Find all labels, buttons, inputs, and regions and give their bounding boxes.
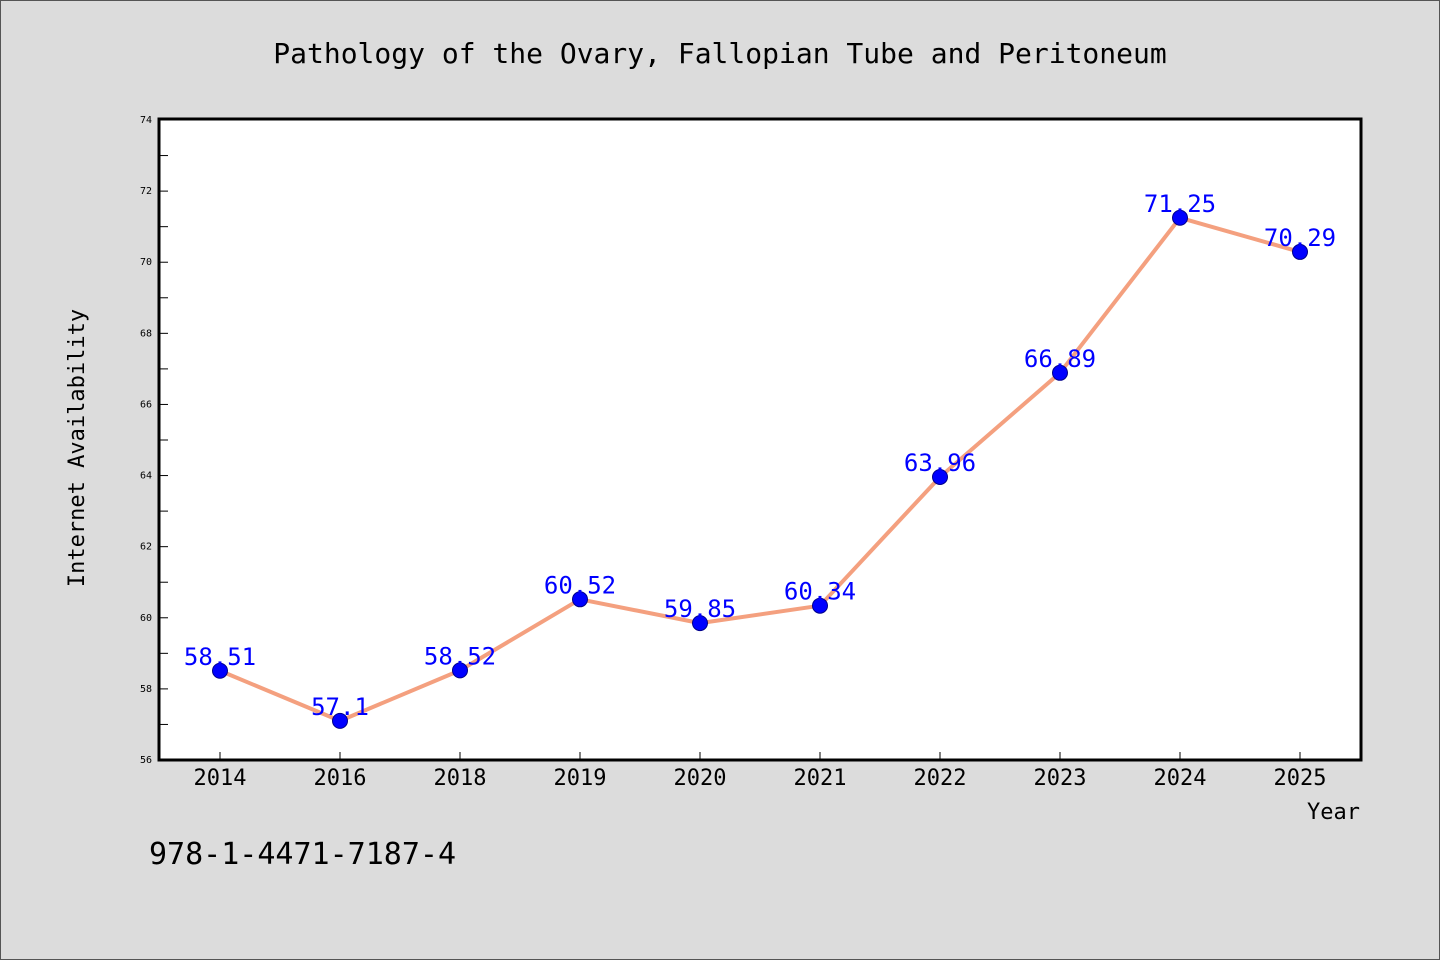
x-tick-label: 2025: [1274, 766, 1327, 791]
x-tick-label: 2021: [794, 766, 847, 791]
data-point: [812, 597, 828, 614]
x-tick-label: 2018: [434, 766, 487, 791]
x-axis-label: Year: [1307, 800, 1360, 825]
y-tick-label: 58: [140, 684, 152, 695]
x-tick-label: 2014: [194, 766, 247, 791]
data-point: [452, 662, 468, 679]
data-label: 63.96: [904, 449, 976, 477]
y-tick-label: 60: [140, 613, 152, 624]
data-label: 60.34: [784, 578, 856, 606]
x-tick-label: 2023: [1034, 766, 1087, 791]
data-point: [212, 662, 228, 679]
chart-title: Pathology of the Ovary, Fallopian Tube a…: [273, 37, 1166, 70]
x-tick-label: 2016: [314, 766, 367, 791]
x-tick-label: 2024: [1154, 766, 1207, 791]
data-point: [572, 591, 588, 608]
data-label: 60.52: [544, 571, 616, 599]
data-label: 71.25: [1144, 190, 1216, 218]
data-label: 59.85: [664, 595, 736, 623]
y-tick-label: 64: [140, 471, 152, 482]
footer-code: 978-1-4471-7187-4: [149, 837, 456, 872]
y-tick-label: 70: [140, 257, 152, 268]
data-point: [332, 712, 348, 729]
y-axis-label: Internet Availability: [65, 309, 90, 587]
x-tick-label: 2020: [674, 766, 727, 791]
series-layer: 58.51 57.1 58.52 60.52 59.85 60.34 63.96 66.89 7…: [184, 190, 1336, 729]
series-line: [219, 215, 1301, 723]
y-tick-label: 68: [140, 328, 152, 339]
data-point: [1052, 364, 1068, 381]
x-tick-label: 2022: [914, 766, 967, 791]
x-axis: 2014 2016 2018 2019 2020 2021 2022 2023 2024 2025: [194, 752, 1327, 791]
y-tick-label: 62: [140, 542, 152, 553]
data-label: 58.51: [184, 643, 256, 671]
y-tick-label: 56: [140, 755, 152, 766]
data-point: [1292, 243, 1308, 260]
y-tick-label: 74: [140, 115, 152, 126]
data-label: 57.1: [311, 693, 369, 721]
y-tick-label: 66: [140, 399, 152, 410]
data-label: 66.89: [1024, 345, 1096, 373]
data-point: [932, 468, 948, 485]
data-point: [1172, 209, 1188, 226]
data-label: 58.52: [424, 642, 496, 670]
data-label: 70.29: [1264, 224, 1336, 252]
data-point: [692, 615, 708, 632]
y-tick-label: 72: [140, 186, 152, 197]
plot-area: [157, 117, 1363, 762]
y-axis: 56 58 60 62 64 66 68 70 72 74: [140, 115, 168, 766]
x-tick-label: 2019: [554, 766, 607, 791]
